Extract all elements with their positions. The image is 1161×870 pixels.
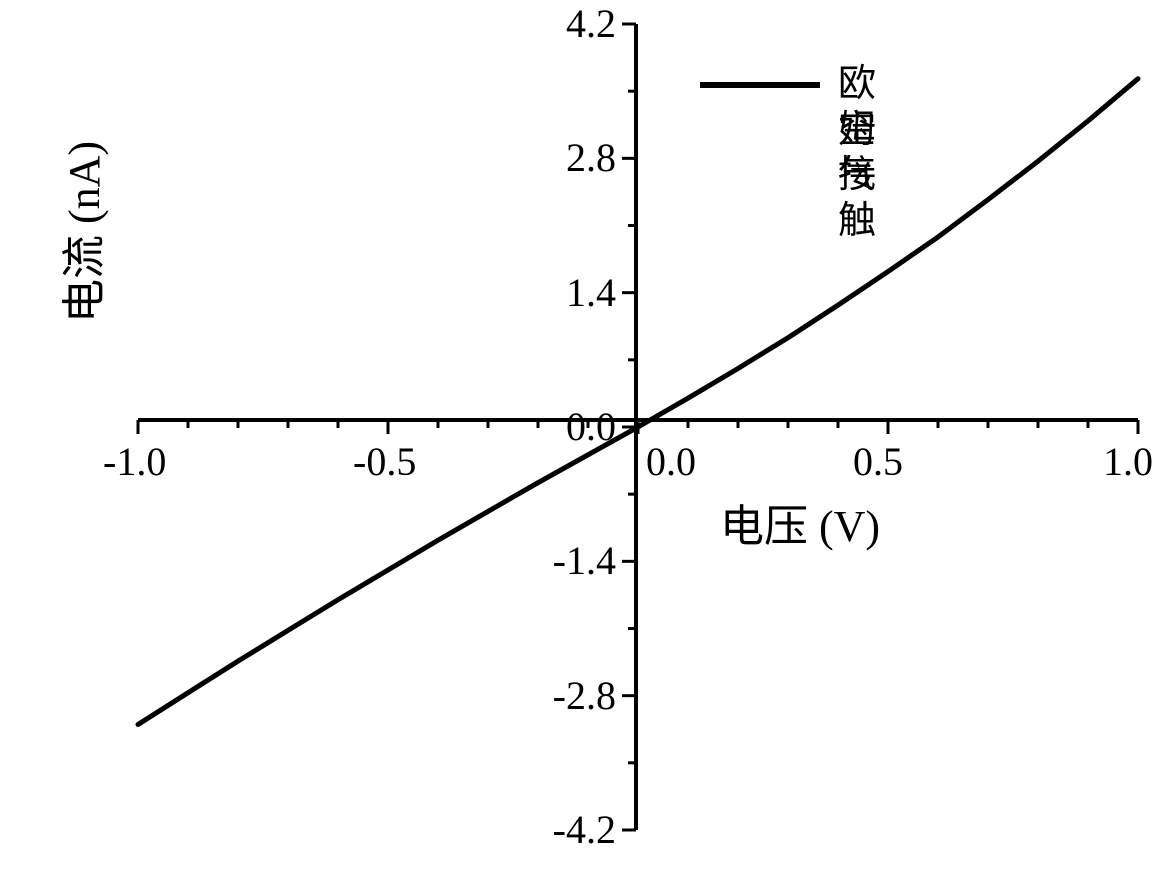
y-tick-label: 0.0 xyxy=(566,403,616,450)
legend-line-sample xyxy=(700,82,820,88)
legend-text-line-2: 空气 xyxy=(838,108,876,199)
y-tick-label: 2.8 xyxy=(566,134,616,181)
x-tick-label: 1.0 xyxy=(1103,438,1153,485)
chart-container: 电流 (nA) 电压 (V) 欧姆接触 空气 -1.0-0.50.00.51.0… xyxy=(0,0,1161,870)
x-tick-label: 0.5 xyxy=(853,438,903,485)
y-tick-label: -2.8 xyxy=(553,672,616,719)
x-tick-label: -1.0 xyxy=(103,438,166,485)
x-tick-label: -0.5 xyxy=(353,438,416,485)
y-tick-label: 4.2 xyxy=(566,0,616,47)
x-axis-label: 电压 (V) xyxy=(720,490,880,554)
y-tick-label: 1.4 xyxy=(566,269,616,316)
y-tick-label: -4.2 xyxy=(553,806,616,853)
y-axis-label: 电流 (nA) xyxy=(48,122,112,342)
x-tick-label: 0.0 xyxy=(646,438,696,485)
y-tick-label: -1.4 xyxy=(553,537,616,584)
